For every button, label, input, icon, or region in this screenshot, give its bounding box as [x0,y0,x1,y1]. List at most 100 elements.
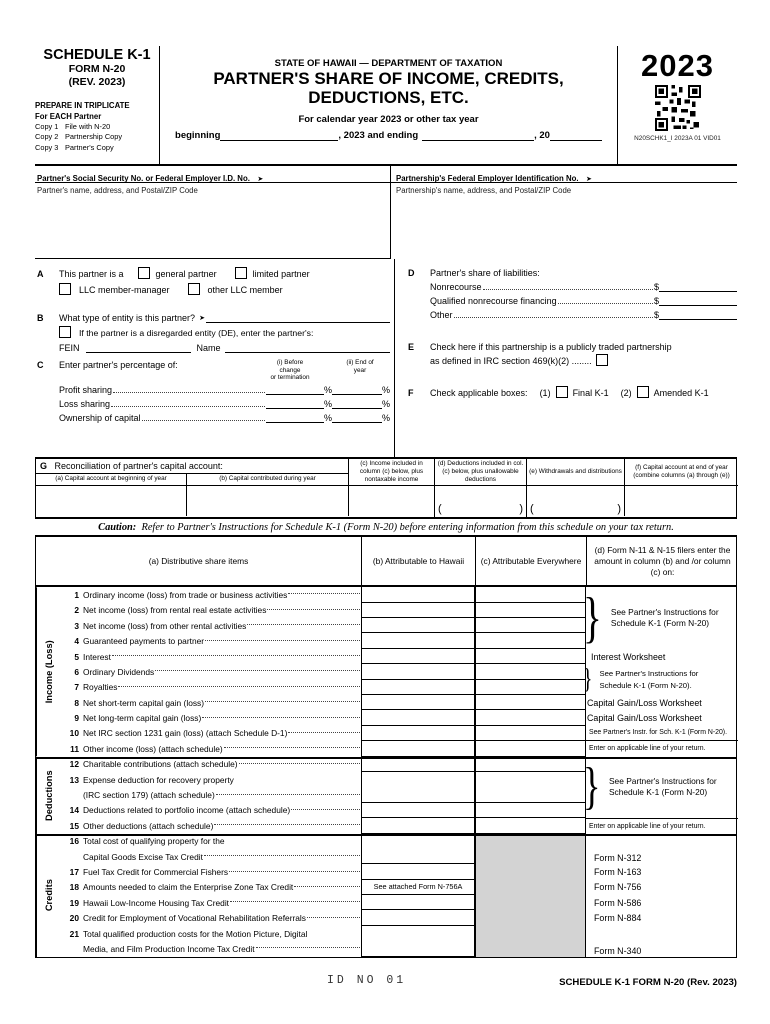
disregarded-entity-checkbox[interactable] [59,326,71,338]
row-label: 19 Hawaii Low-Income Housing Tax Credit [61,895,361,910]
cell-b[interactable] [361,710,475,726]
partner-id-cell[interactable]: Partner's Social Security No. or Federal… [35,166,390,183]
capital-contributed-cell[interactable] [186,486,348,517]
cell-b[interactable] [361,756,475,772]
capital-end-cell[interactable] [624,486,738,517]
d-note-form-n340: Form N-340 [594,945,642,956]
col-f-header: (f) Capital account at end of year (comb… [624,459,738,487]
section-b-line2: If the partner is a disregarded entity (… [37,326,390,338]
cell-b[interactable] [361,802,475,819]
cell-b[interactable] [361,725,475,742]
row-label: 1 Ordinary income (loss) from trade or bu… [61,587,361,602]
cell-c[interactable] [475,633,586,649]
cell-b[interactable] [361,895,475,911]
cell-b[interactable] [361,864,475,880]
partner-name-address-cell[interactable]: Partner's name, address, and Postal/ZIP … [35,183,390,259]
cell-b[interactable] [361,833,475,865]
header-col-d: (d) Form N-11 & N-15 filers enter the am… [586,537,738,586]
row-label: 21 Total qualified production costs for t… [61,926,361,957]
cell-b[interactable]: See attached Form N-756A [361,879,475,896]
cell-b[interactable] [361,648,475,665]
ending-year-field[interactable] [549,130,602,142]
cell-c[interactable] [475,802,586,819]
ending-date-field[interactable] [422,130,535,142]
cell-c[interactable] [475,710,586,726]
cell-b[interactable] [361,925,475,957]
d-note-form-n312: Form N-312 [594,853,642,864]
ownership-before-field[interactable] [265,412,324,424]
d-note-text: See Partner's Instructions for Schedule … [608,776,717,798]
dotted-leader [482,289,653,290]
cell-b[interactable] [361,910,475,926]
income-included-cell[interactable] [348,486,434,517]
section-a-line1: A This partner is a general partner limi… [37,267,390,279]
cell-b[interactable] [361,602,475,619]
cell-c[interactable] [475,618,586,634]
ptp-checkbox[interactable] [595,354,608,366]
cell-c[interactable] [475,664,586,680]
row-label: 18 Amounts needed to claim the Enterprise… [61,880,361,895]
cell-c[interactable] [475,725,586,742]
general-partner-label: general partner [155,269,217,279]
loss-before-field[interactable] [265,398,324,410]
de-name-field[interactable] [224,342,390,353]
dotted-leader [214,824,360,826]
cell-b[interactable] [361,741,475,757]
deductions-included-cell[interactable]: ( ) [434,486,526,518]
table-header: (a) Distributive share items (b) Attribu… [36,537,738,588]
general-partner-checkbox[interactable] [137,267,150,279]
amended-k1-checkbox[interactable] [636,386,649,398]
qualified-nonrecourse-field[interactable] [659,295,737,306]
cell-c[interactable] [475,771,586,803]
cell-b[interactable] [361,771,475,803]
limited-partner-checkbox[interactable] [234,267,247,279]
cell-b[interactable] [361,679,475,695]
fein-field[interactable] [85,342,191,353]
cell-c[interactable] [475,679,586,695]
d-note-text: See Partner's Instructions for Schedule … [610,607,719,629]
cell-c[interactable] [475,756,586,772]
cell-b[interactable] [361,587,475,603]
ownership-end-field[interactable] [331,412,382,424]
cell-c[interactable] [475,818,586,834]
cell-c[interactable] [475,602,586,619]
loss-end-field[interactable] [331,398,382,410]
cell-c[interactable] [475,587,586,603]
form-title-line1: PARTNER'S SHARE OF INCOME, CREDITS, [213,69,564,88]
llc-member-manager-checkbox[interactable] [59,283,71,295]
profit-end-field[interactable] [331,384,382,396]
form-header: SCHEDULE K-1 FORM N-20 (REV. 2023) PREPA… [35,46,737,164]
id-number: ID NO 01 [327,973,407,987]
profit-before-field[interactable] [265,384,324,396]
percent-sign: % [323,399,332,410]
attached-form-note: See attached Form N-756A [373,882,463,892]
partnership-name-address-cell[interactable]: Partnership's name, address, and Postal/… [390,183,737,259]
entity-type-field[interactable] [205,312,390,323]
form-number: FORM N-20 [68,63,126,76]
cell-b[interactable] [361,618,475,634]
d-note-capgain-short: Capital Gain/Loss Worksheet [587,697,702,708]
row-label: 16 Total cost of qualifying property for … [61,834,361,865]
partnership-id-cell[interactable]: Partnership's Federal Employer Identific… [390,166,737,183]
col-c-header: (c) Income included in column (c) below,… [348,459,434,487]
copy-text: Partner's Copy [65,143,114,153]
dotted-leader [205,701,360,703]
cell-b[interactable] [361,694,475,711]
amended-k1-label: Amended K-1 [653,388,709,398]
nonrecourse-field[interactable] [659,281,737,292]
cell-c[interactable] [475,741,586,757]
cell-c[interactable] [475,694,586,711]
d-note-interest: Interest Worksheet [591,651,666,662]
profit-sharing-label: Profit sharing [59,385,113,396]
row-label: 12 Charitable contributions (attach sched… [61,757,361,772]
withdrawals-cell[interactable]: ( ) [526,486,624,518]
cell-b[interactable] [361,633,475,649]
final-k1-checkbox[interactable] [555,386,568,398]
cell-b[interactable] [361,664,475,680]
cell-c[interactable] [475,648,586,665]
other-llc-member-checkbox[interactable] [187,283,200,295]
beginning-date-field[interactable] [220,130,339,142]
other-liabilities-field[interactable] [659,309,737,320]
cell-b[interactable] [361,818,475,834]
capital-beginning-cell[interactable] [36,486,186,516]
